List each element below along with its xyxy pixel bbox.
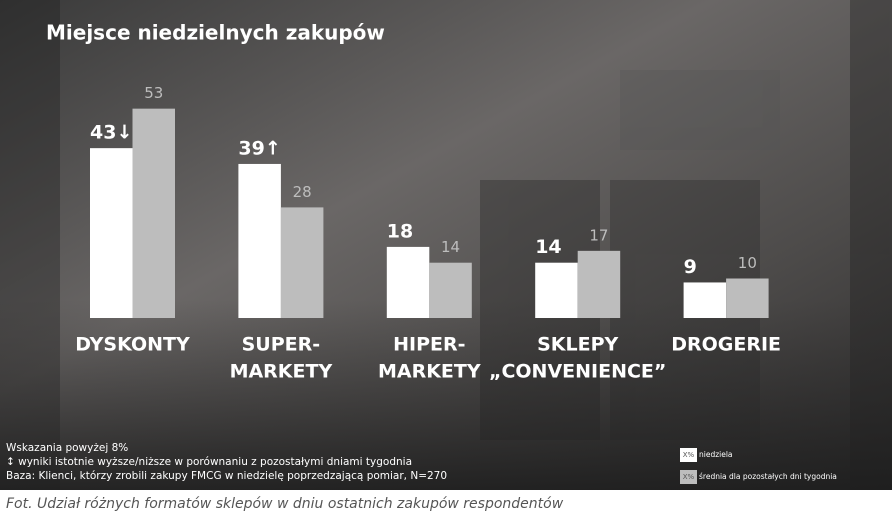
value-label: 14 (441, 238, 460, 256)
bar (726, 278, 769, 318)
value-label: 28 (293, 183, 312, 201)
value-label: 43↓ (90, 122, 132, 144)
bar (577, 250, 621, 318)
bar (90, 148, 133, 318)
x-tick-label: SKLEPY (537, 334, 618, 356)
value-label: 18 (387, 220, 413, 242)
value-label: 39↑ (238, 137, 280, 159)
value-label: 17 (589, 226, 608, 244)
bar (386, 246, 430, 318)
bar (535, 262, 578, 318)
value-label: 9 (684, 256, 697, 278)
bar (238, 163, 281, 318)
x-tick-label: MARKETY (230, 361, 333, 383)
bar (429, 262, 472, 318)
x-tick-label: DROGERIE (671, 334, 781, 356)
note: Wskazania powyżej 8% (6, 442, 128, 454)
legend-swatch-label: X% (683, 451, 695, 459)
x-tick-label: MARKETY (378, 361, 481, 383)
bar (280, 207, 324, 318)
shade (0, 300, 892, 490)
value-label: 14 (535, 236, 561, 258)
legend-swatch (680, 470, 697, 484)
legend-label: średnia dla pozostałych dni tygodnia (699, 472, 837, 481)
x-tick-label: „CONVENIENCE” (489, 361, 666, 383)
legend-label: niedziela (699, 450, 733, 459)
x-tick-label: HIPER- (393, 334, 465, 356)
value-label: 53 (144, 84, 163, 102)
x-tick-label: SUPER- (242, 334, 321, 356)
note: ↕ wyniki istotnie wyższe/niższe w porówn… (6, 456, 412, 468)
bar (132, 108, 175, 319)
chart-title: Miejsce niedzielnych zakupów (46, 21, 385, 45)
caption: Fot. Udział różnych formatów sklepów w d… (6, 496, 564, 512)
caption-strip (0, 490, 892, 517)
x-tick-label: DYSKONTY (75, 334, 190, 356)
legend-swatch (680, 448, 697, 462)
legend-swatch-label: X% (683, 473, 695, 481)
bar (683, 282, 727, 318)
value-label: 10 (738, 254, 757, 272)
note: Baza: Klienci, którzy zrobili zakupy FMC… (6, 470, 447, 482)
